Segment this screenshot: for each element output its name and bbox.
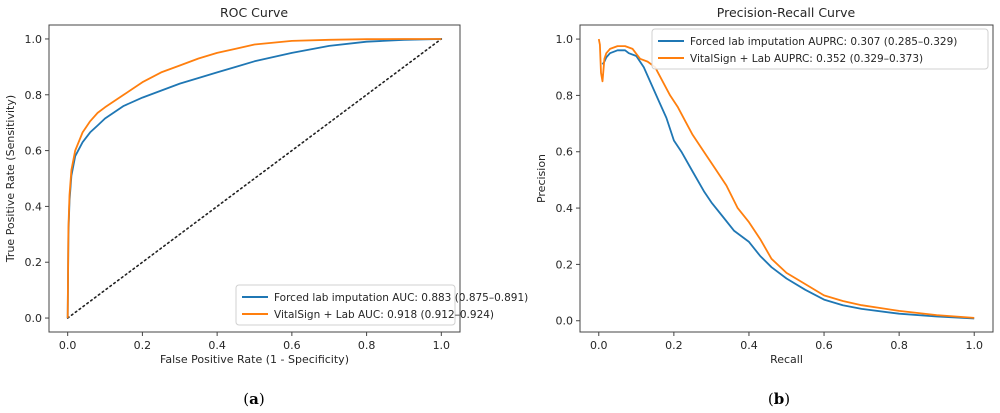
- y-tick-label: 1.0: [556, 33, 574, 46]
- x-tick-label: 0.8: [358, 339, 376, 352]
- y-tick-label: 0.0: [25, 312, 43, 325]
- pr-y-axis-label: Precision: [535, 154, 548, 203]
- panel-label-b: (b): [768, 390, 790, 408]
- roc-curve-forced-lab-imputation: [66, 38, 442, 319]
- x-tick-label: 0.4: [740, 339, 758, 352]
- pr-legend-label-forced: Forced lab imputation AUPRC: 0.307 (0.28…: [690, 36, 957, 48]
- x-tick-label: 0.4: [208, 339, 226, 352]
- roc-axes-frame: [48, 24, 461, 333]
- pr-curve-vitalsign-lab: [597, 38, 975, 319]
- roc-legend-label-vitalsign: VitalSign + Lab AUC: 0.918 (0.912–0.924): [274, 309, 494, 321]
- roc-x-axis-label: False Positive Rate (1 - Specificity): [160, 353, 349, 366]
- roc-chart-title: ROC Curve: [220, 5, 288, 20]
- y-tick-label: 0.8: [556, 89, 574, 102]
- pr-axes-frame: [579, 24, 994, 333]
- roc-x-ticks: 0.0 0.2 0.4 0.6 0.8 1.0: [59, 332, 450, 352]
- x-tick-label: 1.0: [965, 339, 983, 352]
- pr-x-ticks: 0.0 0.2 0.4 0.6 0.8 1.0: [590, 332, 983, 352]
- roc-y-ticks: 0.0 0.2 0.4 0.6 0.8 1.0: [25, 33, 49, 325]
- x-tick-label: 0.0: [590, 339, 608, 352]
- x-tick-label: 0.2: [665, 339, 683, 352]
- y-tick-label: 0.2: [25, 256, 43, 269]
- panel-label-a: (a): [243, 390, 264, 408]
- y-tick-label: 0.6: [25, 145, 43, 158]
- x-tick-label: 0.2: [134, 339, 152, 352]
- y-tick-label: 0.2: [556, 258, 574, 271]
- x-tick-label: 0.0: [59, 339, 77, 352]
- pr-curve-forced-lab-imputation: [601, 49, 975, 320]
- pr-legend-box: [651, 28, 989, 70]
- x-tick-label: 0.8: [890, 339, 908, 352]
- pr-legend: Forced lab imputation AUPRC: 0.307 (0.28…: [651, 28, 989, 70]
- chance-diagonal-line: [66, 38, 443, 319]
- y-tick-label: 0.4: [25, 200, 43, 213]
- pr-legend-label-vitalsign: VitalSign + Lab AUPRC: 0.352 (0.329–0.37…: [690, 53, 923, 65]
- y-tick-label: 0.0: [556, 315, 574, 328]
- roc-plot-area: [66, 38, 443, 319]
- pr-x-axis-label: Recall: [770, 353, 803, 366]
- x-tick-label: 1.0: [433, 339, 451, 352]
- pr-y-ticks: 0.0 0.2 0.4 0.6 0.8 1.0: [556, 33, 580, 328]
- y-tick-label: 0.4: [556, 202, 574, 215]
- roc-legend: Forced lab imputation AUC: 0.883 (0.875–…: [235, 284, 528, 326]
- pr-chart: Precision-Recall Curve 0.0 0.2 0.4 0.6 0.8 1.…: [535, 5, 994, 408]
- roc-legend-box: [235, 284, 456, 326]
- pr-chart-title: Precision-Recall Curve: [717, 5, 856, 20]
- roc-legend-label-forced: Forced lab imputation AUC: 0.883 (0.875–…: [274, 292, 528, 304]
- y-tick-label: 0.8: [25, 89, 43, 102]
- panel-label-a-letter: a: [249, 390, 259, 408]
- roc-chart: ROC Curve 0.0 0.2 0.4 0.6 0.8 1.0 0.00.20.40.…: [4, 5, 528, 408]
- panel-label-b-letter: b: [774, 390, 785, 408]
- roc-y-axis-label: True Positive Rate (Sensitivity): [4, 95, 17, 263]
- x-tick-label: 0.6: [815, 339, 833, 352]
- y-tick-label: 1.0: [25, 33, 43, 46]
- x-tick-label: 0.6: [283, 339, 301, 352]
- roc-curve-vitalsign-lab: [66, 38, 442, 319]
- y-tick-label: 0.6: [556, 146, 574, 159]
- pr-plot-area: [597, 38, 975, 320]
